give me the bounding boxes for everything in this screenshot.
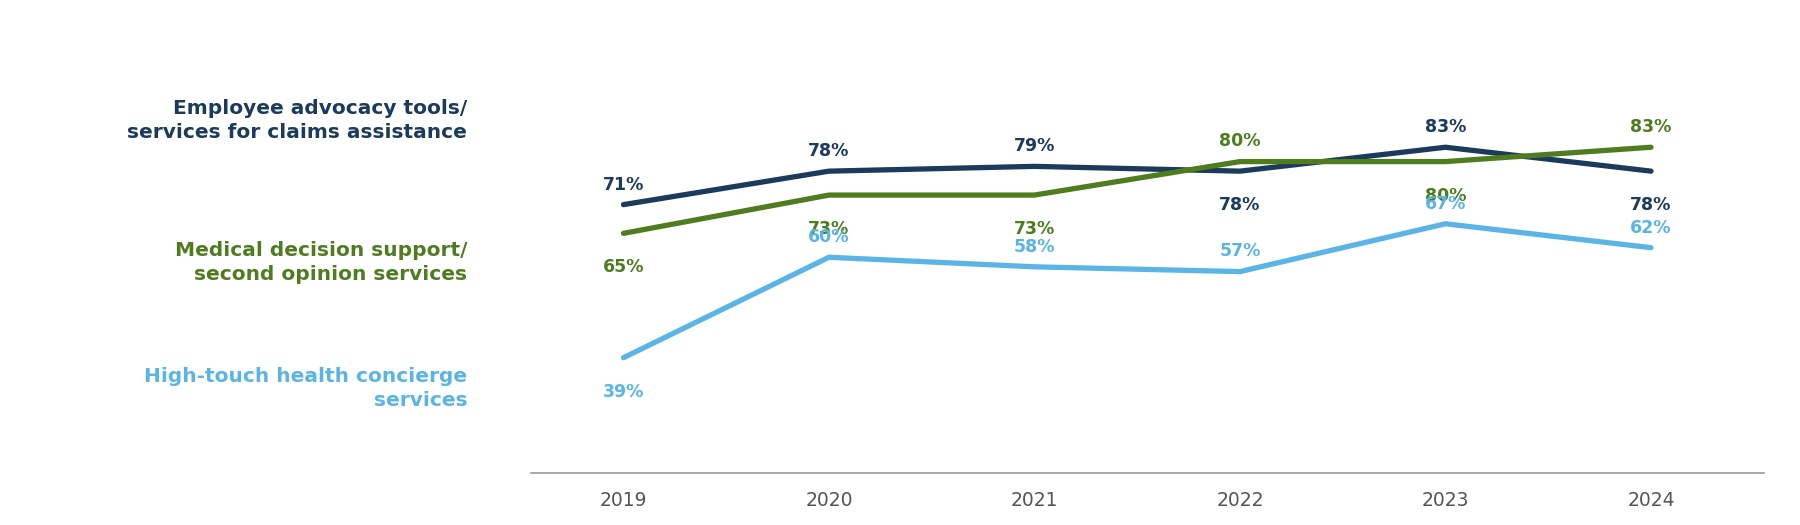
Text: 71%: 71%: [603, 175, 644, 194]
Text: 62%: 62%: [1631, 218, 1672, 237]
Text: 39%: 39%: [603, 383, 644, 401]
Text: 58%: 58%: [1013, 238, 1055, 256]
Text: 73%: 73%: [808, 220, 850, 238]
Text: 78%: 78%: [1631, 196, 1672, 214]
Text: 65%: 65%: [603, 258, 644, 276]
Text: Medical decision support/
second opinion services: Medical decision support/ second opinion…: [175, 241, 468, 284]
Text: 79%: 79%: [1013, 137, 1055, 155]
Text: 67%: 67%: [1426, 195, 1467, 213]
Text: 60%: 60%: [808, 228, 850, 246]
Text: 80%: 80%: [1219, 132, 1260, 151]
Text: 73%: 73%: [1013, 220, 1055, 238]
Text: 57%: 57%: [1219, 243, 1260, 260]
Text: 83%: 83%: [1631, 118, 1672, 136]
Text: 78%: 78%: [808, 142, 850, 160]
Text: High-touch health concierge
services: High-touch health concierge services: [144, 367, 468, 410]
Text: 83%: 83%: [1426, 118, 1467, 136]
Text: 78%: 78%: [1219, 196, 1260, 214]
Text: Employee advocacy tools/
services for claims assistance: Employee advocacy tools/ services for cl…: [128, 99, 468, 142]
Text: 80%: 80%: [1426, 186, 1467, 205]
